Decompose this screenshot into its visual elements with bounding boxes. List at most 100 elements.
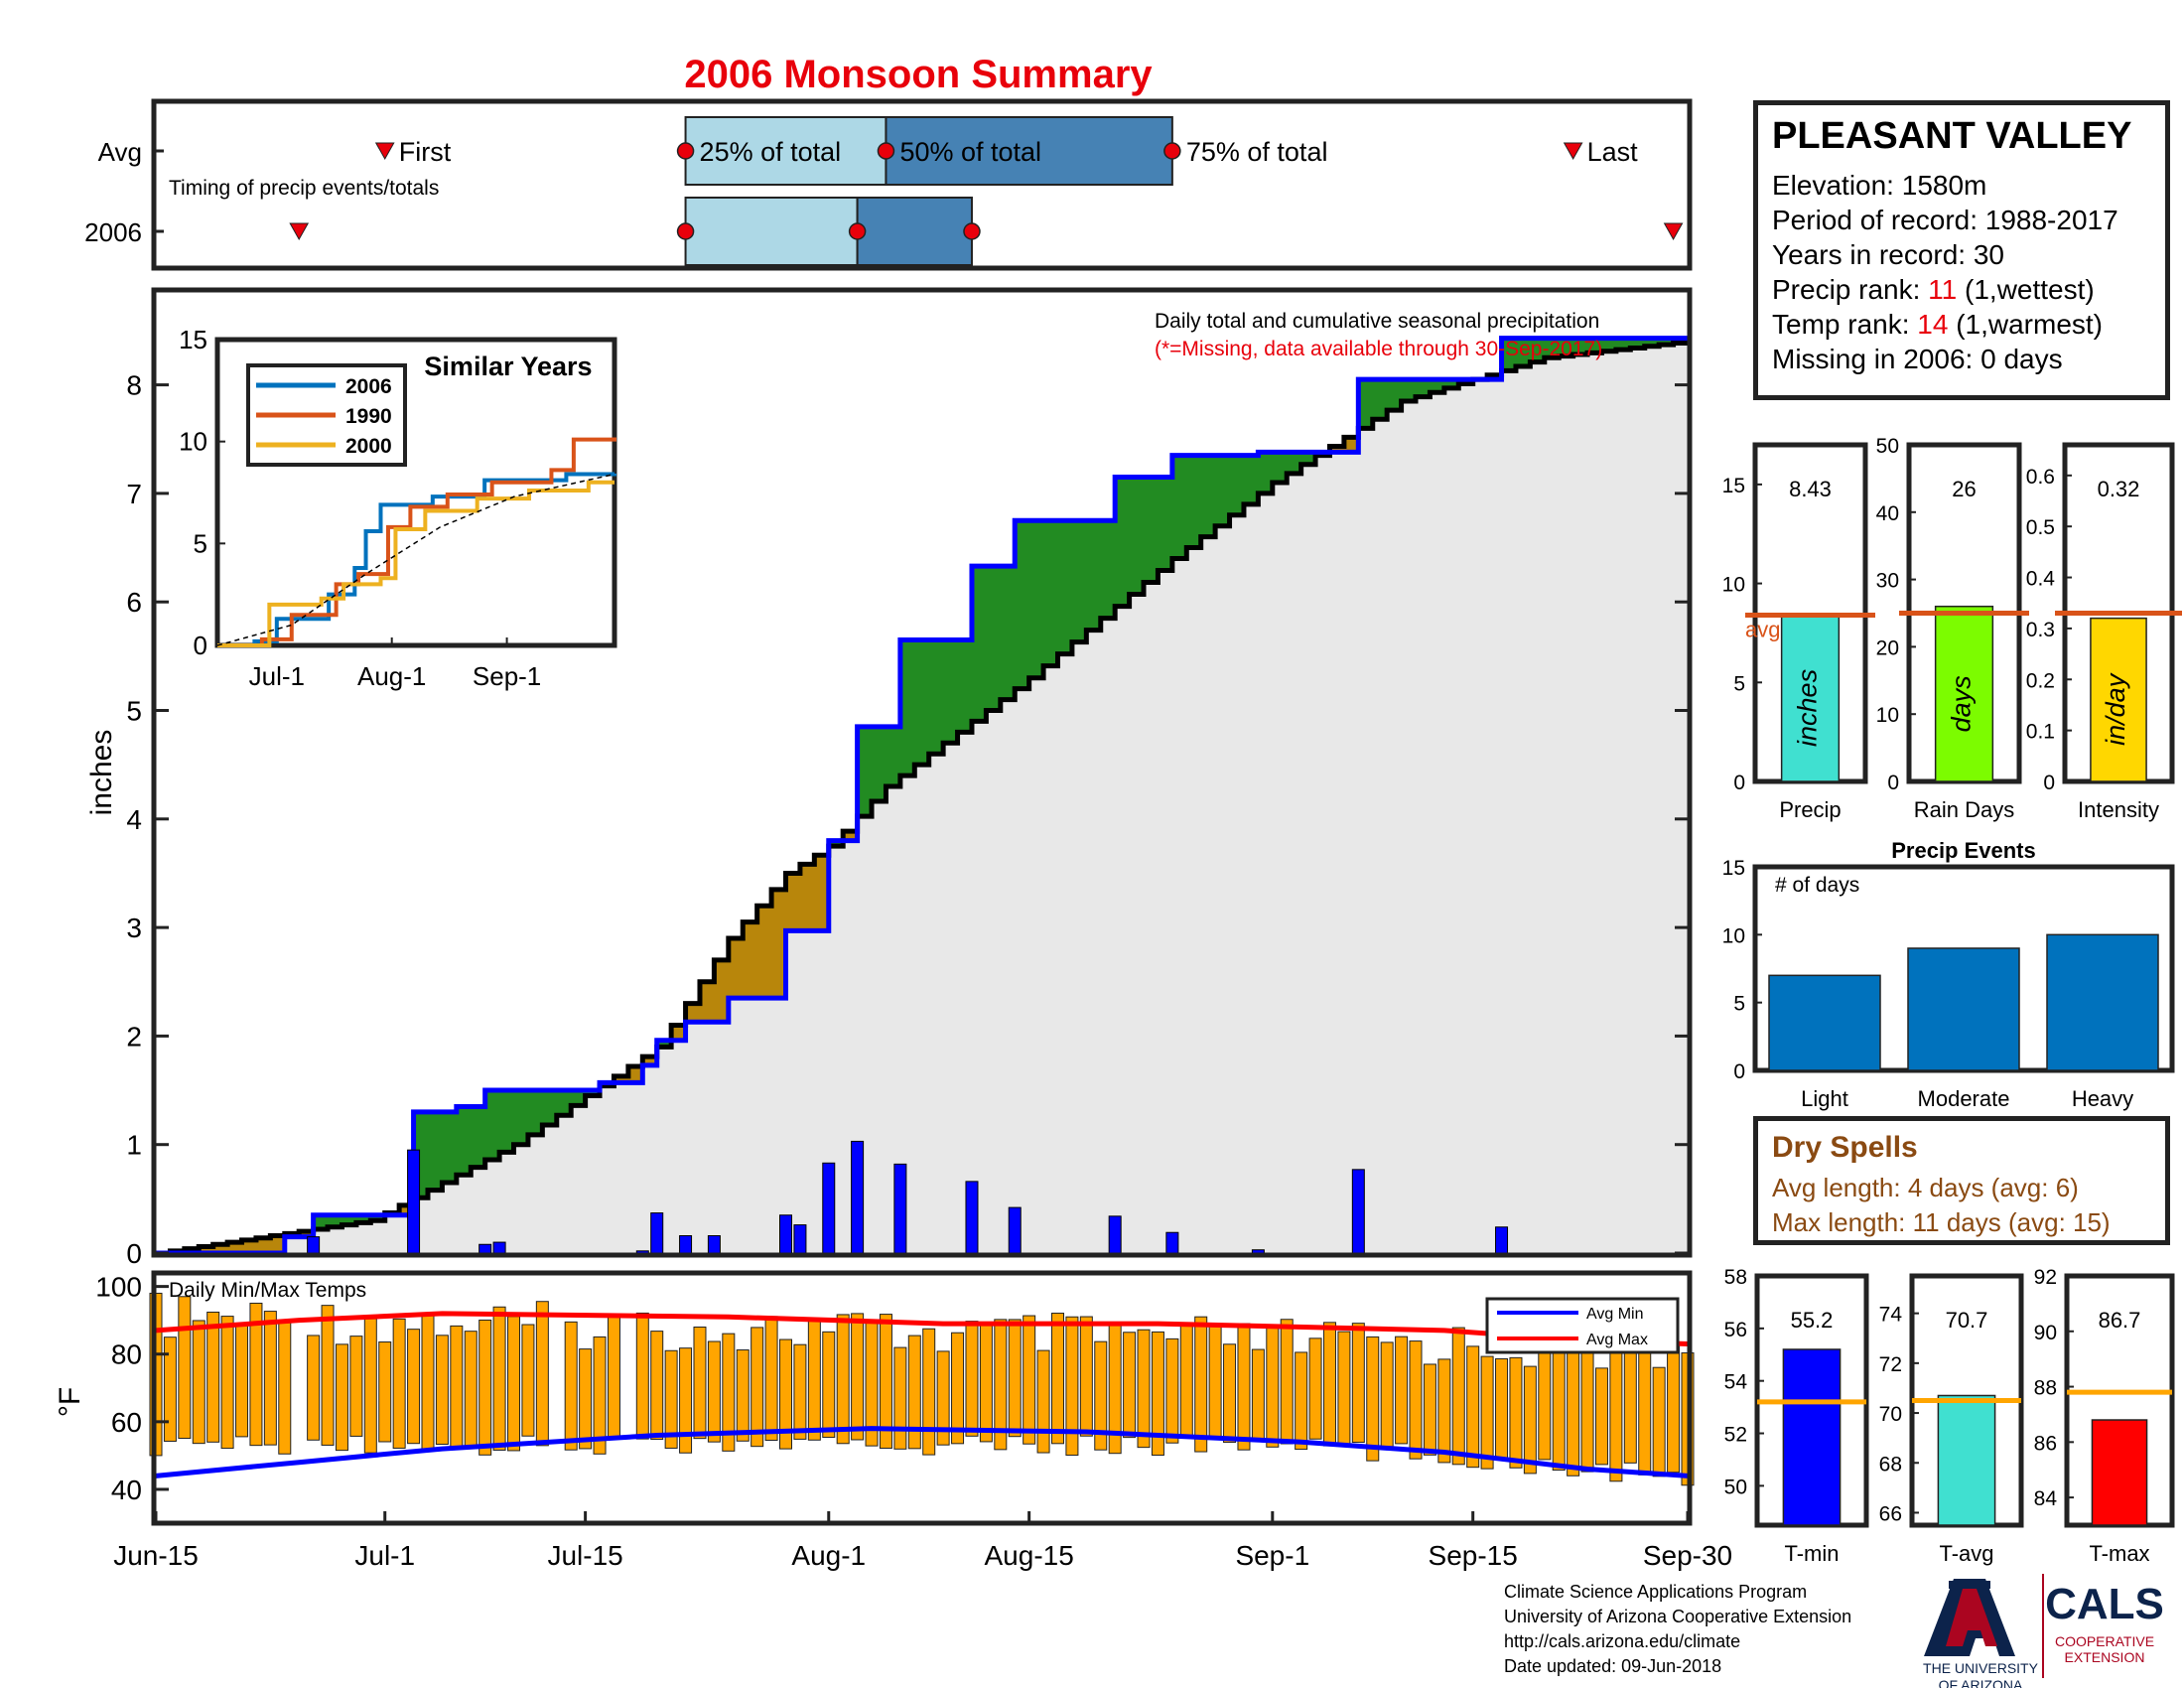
temp-range-bar [192, 1320, 205, 1445]
timing-row-label: 2006 [84, 217, 142, 247]
daily-precip-bar [965, 1181, 979, 1254]
temps-legend-box [1485, 1297, 1680, 1354]
credits-line-1: Climate Science Applications Program [1504, 1582, 1808, 1602]
daily-precip-bar [1351, 1169, 1365, 1254]
station-precip-rank: Precip rank: 11 (1,wettest) [1772, 272, 2151, 307]
events-y-tick-label: 15 [1722, 857, 1745, 880]
precip-stat-value-label: 0.32 [2098, 477, 2140, 501]
precip-stat-y-tick-label: 0 [1887, 772, 1899, 794]
events-category-label: Light [1801, 1086, 1848, 1111]
cumulative-frame [151, 287, 1693, 1258]
temp-stat-value-label: 55.2 [1791, 1308, 1834, 1333]
temp-range-bar [407, 1329, 421, 1445]
temp-range-bar [593, 1336, 607, 1455]
temp-range-bar [464, 1331, 478, 1450]
temp-range-bar [1179, 1323, 1193, 1438]
temp-range-bar [249, 1302, 263, 1447]
temp-range-bar [907, 1335, 921, 1450]
timing-first-last-marker [289, 222, 310, 241]
temp-range-bar [307, 1335, 321, 1441]
legend-avg-max-label: Avg Max [1586, 1332, 1648, 1348]
temp-range-bar [349, 1336, 363, 1437]
temp-stat-y-tick-label: 66 [1879, 1502, 1902, 1525]
x-tick-label: Aug-15 [985, 1540, 1074, 1571]
temp-range-bar [1266, 1325, 1280, 1448]
events-bar [1907, 947, 2020, 1071]
temp-y-tick-label: 60 [111, 1407, 142, 1438]
y-tick-label: 5 [126, 696, 142, 727]
temp-range-bar [421, 1314, 435, 1452]
precip-stat-y-tick-label: 5 [1733, 672, 1745, 695]
temp-range-bar [478, 1319, 492, 1456]
inset-series-2000 [217, 480, 614, 647]
temp-range-bar [1509, 1356, 1523, 1469]
precip-stat-unit-label: in/day [2101, 672, 2130, 746]
precip-stat-y-tick-label: 0.2 [2026, 669, 2055, 692]
temp-range-bar [1137, 1329, 1151, 1449]
station-name: PLEASANT VALLEY [1772, 115, 2132, 157]
credits-line-2: University of Arizona Cooperative Extens… [1504, 1607, 1852, 1626]
temp-stat-y-tick-label: 88 [2034, 1377, 2057, 1400]
timing-box-50-75 [885, 116, 1173, 186]
temp-range-bar [879, 1314, 892, 1449]
precip-stat-y-tick-label: 40 [1876, 502, 1899, 525]
temp-range-bar [965, 1321, 979, 1437]
ua-logo [1924, 1579, 2015, 1656]
daily-precip-bar [1108, 1215, 1122, 1254]
y-tick-label: 0 [126, 1238, 142, 1269]
temps-title: Daily Min/Max Temps [169, 1279, 366, 1302]
precip-stat-y-tick-label: 20 [1876, 636, 1899, 659]
daily-precip-bar [679, 1235, 693, 1254]
temp-rank-value: 14 [1917, 309, 1949, 340]
credits-line-3: http://cals.arizona.edu/climate [1504, 1631, 1741, 1651]
precip-stat-label: Intensity [2078, 797, 2159, 822]
logos: THE UNIVERSITY OF ARIZONA CALS COOPERATI… [1923, 1574, 2164, 1688]
precip-stat-y-tick-label: 0.4 [2026, 568, 2056, 591]
cumulative-title: Daily total and cumulative seasonal prec… [1155, 310, 1599, 333]
cumulative-subtitle: (*=Missing, data available through 30-Se… [1155, 338, 1602, 360]
y-tick-label: 6 [126, 587, 142, 618]
daily-precip-bar [779, 1214, 793, 1254]
timing-first-label: First [399, 137, 452, 167]
temp-y-tick-label: 80 [111, 1339, 142, 1370]
dry-spells-max-length: Max length: 11 days (avg: 15) [1772, 1207, 2111, 1237]
daily-precip-bar [492, 1241, 506, 1254]
temp-range-bar [1079, 1316, 1093, 1437]
precip-stat-value-label: 8.43 [1789, 477, 1832, 501]
temp-range-bar [507, 1316, 521, 1452]
temp-range-bar [693, 1326, 707, 1440]
y-tick-label: 1 [126, 1130, 142, 1161]
temp-range-bar [564, 1321, 578, 1451]
station-elevation: Elevation: 1580m [1772, 170, 1987, 201]
temp-stat-y-tick-label: 58 [1724, 1266, 1747, 1289]
temp-stat-y-tick-label: 92 [2034, 1266, 2057, 1289]
daily-precip-bar [1008, 1206, 1022, 1254]
temp-range-bar [1437, 1358, 1451, 1464]
temp-range-bar [363, 1318, 377, 1454]
precip-stat-y-tick-label: 0.6 [2026, 466, 2055, 489]
inset-y-tick-label: 10 [179, 427, 207, 457]
temp-range-bar [1423, 1363, 1436, 1456]
temp-range-bar [1208, 1324, 1222, 1440]
temp-range-bar [722, 1333, 736, 1452]
x-tick-label: Sep-30 [1643, 1540, 1732, 1571]
temp-range-bar [1308, 1337, 1322, 1440]
temp-range-bar [836, 1314, 850, 1445]
temp-range-bar [1366, 1336, 1380, 1462]
temp-y-axis-label: °F [54, 1387, 86, 1417]
y-axis-label: inches [85, 730, 118, 816]
temp-range-bar [1395, 1336, 1409, 1445]
precip-stat-y-tick-label: 0 [1733, 772, 1745, 794]
temp-stat-y-tick-label: 84 [2034, 1487, 2058, 1510]
daily-precip-bar [1495, 1226, 1509, 1254]
events-y-tick-label: 10 [1722, 924, 1745, 947]
daily-temps-panel: 40 60 80 100 °F Daily Min/Max Temps Avg Min Avg… [54, 1270, 1732, 1571]
temp-stat-value-label: 70.7 [1946, 1308, 1988, 1333]
inset-x-tick-label: Jul-1 [249, 661, 305, 691]
temp-range-bar [679, 1347, 693, 1454]
timing-box-50-75 [856, 197, 973, 266]
inset-legend-label: 1990 [345, 405, 392, 428]
precip-stat-y-tick-label: 10 [1876, 704, 1899, 727]
temp-range-bar [635, 1312, 649, 1440]
